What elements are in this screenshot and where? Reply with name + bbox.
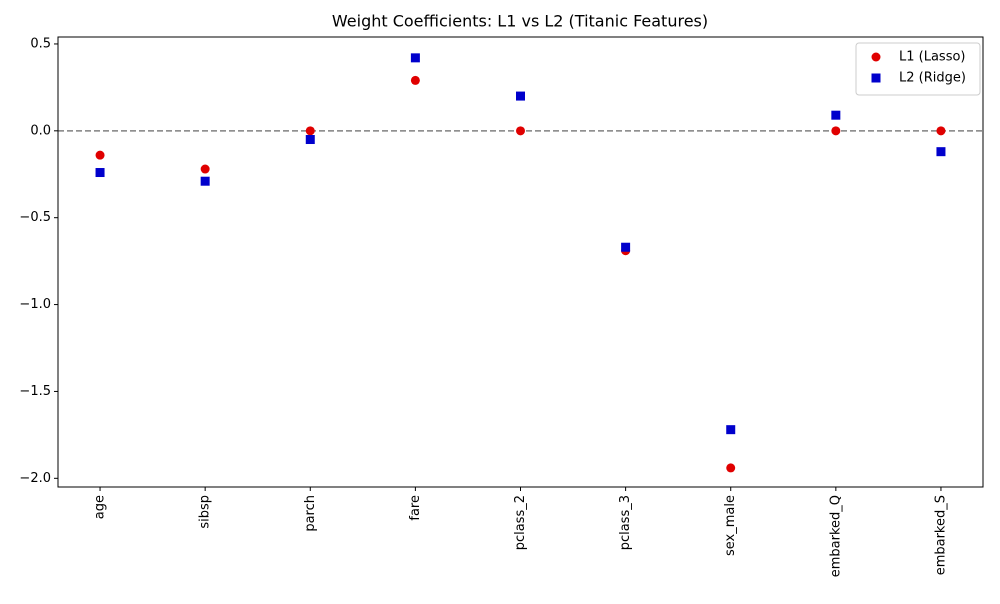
point [726, 463, 736, 473]
legend-marker [871, 73, 881, 83]
x-tick-label: embarked_S [933, 495, 948, 575]
point [936, 126, 946, 136]
point [726, 425, 736, 435]
y-tick-label: −0.5 [19, 210, 51, 225]
x-tick-label: fare [408, 495, 423, 521]
point [305, 126, 315, 136]
legend-label: L2 (Ridge) [899, 71, 966, 86]
point [831, 110, 841, 120]
point [621, 242, 631, 252]
x-tick-label: sibsp [198, 495, 213, 529]
y-tick-label: 0.5 [30, 36, 51, 51]
x-tick-label: embarked_Q [828, 495, 843, 577]
y-tick-label: 0.0 [30, 123, 51, 138]
legend-label: L1 (Lasso) [899, 50, 966, 65]
y-tick-label: −2.0 [19, 471, 51, 486]
x-tick-label: age [93, 495, 108, 519]
x-tick-label: pclass_3 [618, 495, 633, 550]
y-tick-label: −1.5 [19, 384, 51, 399]
x-tick-label: sex_male [723, 495, 738, 556]
legend-marker [871, 52, 881, 62]
point [516, 91, 525, 101]
point [410, 75, 420, 85]
plot-frame [57, 36, 984, 488]
point [200, 176, 210, 186]
point [305, 135, 315, 145]
point [200, 164, 210, 174]
point [95, 168, 105, 178]
point [95, 150, 105, 160]
point [516, 126, 525, 136]
legend-box [855, 42, 981, 96]
point [831, 126, 841, 136]
x-tick-label: parch [303, 495, 318, 532]
point [936, 147, 946, 157]
chart-title: Weight Coefficients: L1 vs L2 (Titanic F… [332, 12, 708, 31]
x-tick-label: pclass_2 [513, 495, 528, 550]
y-tick-label: −1.0 [19, 297, 51, 312]
point [410, 53, 420, 63]
